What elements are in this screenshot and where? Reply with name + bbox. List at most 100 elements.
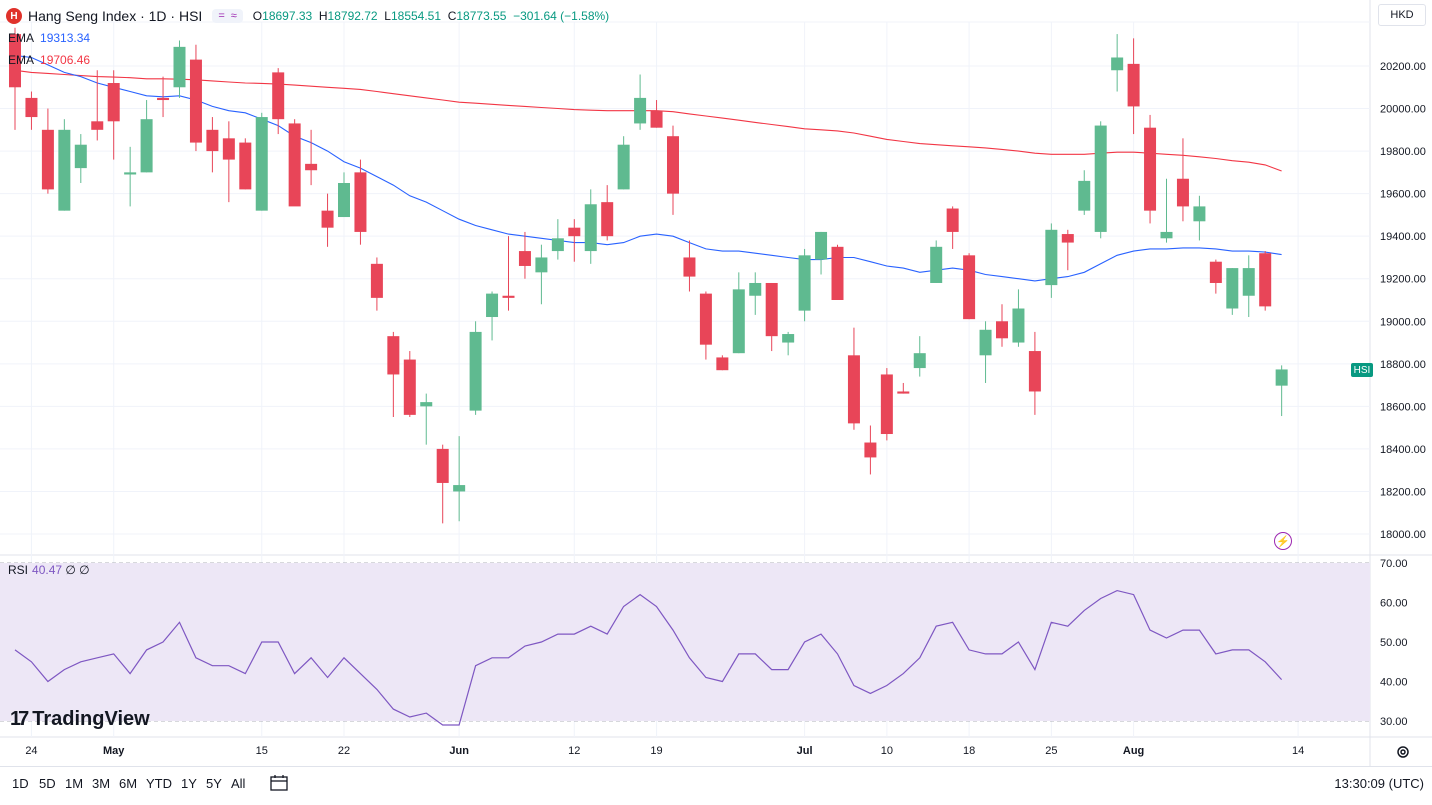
timeframe-all[interactable]: All [231,776,246,791]
candle-body [239,142,252,190]
candle-body [1111,57,1124,71]
currency-selector[interactable]: HKD [1378,4,1426,26]
candle [403,351,416,417]
low-label: L [384,9,391,23]
price-tick-label: 19200.00 [1380,274,1426,286]
time-tick-label: May [103,745,125,757]
candle [996,304,1008,347]
candle [732,272,745,354]
brand-name: TradingView [32,708,150,730]
rsi-extra: ∅ ∅ [65,563,90,577]
candle-body [749,282,762,296]
candle-body [1226,268,1239,309]
candle [1045,223,1058,298]
candle [255,112,268,211]
candle [239,138,252,190]
candle-body [1078,180,1091,211]
candle-body [815,231,828,260]
time-tick-label: 10 [881,745,893,757]
clock-readout: 13:30:09 (UTC) [1334,776,1424,791]
timeframe-1d[interactable]: 1D [12,776,29,791]
candle-body [370,263,383,298]
candle [1226,268,1239,315]
candle-body [420,402,433,407]
candle [354,159,367,245]
price-tick-label: 19000.00 [1380,316,1426,328]
lightning-icon[interactable]: ⚡ [1274,532,1292,550]
candle [1111,34,1124,92]
candle-body [979,329,992,356]
ema-fast-line [14,54,1282,282]
rsi-tick-label: 60.00 [1380,598,1408,610]
candle-body [601,202,614,237]
candle [831,244,844,300]
hsi-price-tag: HSI [1351,363,1373,377]
price-tick-label: 18400.00 [1380,444,1426,456]
candle-body [1259,253,1272,307]
candle-body [354,172,367,232]
candle [584,189,597,264]
chart-title[interactable]: Hang Seng Index · 1D · HSI [28,8,203,24]
candle-body [338,183,350,218]
rsi-legend[interactable]: RSI 40.47 ∅ ∅ [8,563,90,577]
settings-gear-icon[interactable] [1396,745,1410,759]
timeframe-ytd[interactable]: YTD [146,776,172,791]
candle-body [58,129,71,211]
timeframe-1m[interactable]: 1M [65,776,84,791]
candle [370,257,383,311]
open-value: 18697.33 [262,9,313,23]
candle-body [124,172,137,175]
symbol-badge[interactable]: H [6,8,22,24]
candle [930,240,943,283]
candle-body [1176,178,1189,207]
candle-body [1160,231,1173,239]
timeframe-5d[interactable]: 5D [39,776,56,791]
ema-slow-legend[interactable]: EMA 19706.46 [8,53,90,67]
price-tick-label: 19800.00 [1380,146,1426,158]
candle [173,40,186,98]
candle [74,134,87,183]
candle [535,244,548,305]
candle [1275,365,1288,417]
ema-fast-series [14,54,1282,282]
candle-body [74,144,87,169]
timeframe-5y[interactable]: 5Y [206,776,222,791]
candle-body [518,251,531,266]
candle-body [1061,234,1074,243]
candle-body [436,448,449,483]
candle [716,355,729,371]
price-tick-label: 18000.00 [1380,529,1426,541]
candle [880,368,893,441]
candle-body [387,336,400,375]
candle [9,27,21,130]
time-tick-label: 24 [25,745,37,757]
candle-body [683,257,696,277]
candle [765,282,778,352]
timeframe-1y[interactable]: 1Y [181,776,197,791]
candle [222,121,235,203]
price-tick-label: 18800.00 [1380,359,1426,371]
candle [749,272,762,315]
ema-fast-legend[interactable]: EMA 19313.34 [8,31,90,45]
candle-body [667,136,679,194]
candle-body [1028,351,1041,392]
candle [815,231,828,275]
candle-body [9,34,21,88]
ema-fast-label: EMA [8,31,35,45]
ohlc-readout: O18697.33 H18792.72 L18554.51 C18773.55 … [253,9,609,23]
timeframe-6m[interactable]: 6M [119,776,138,791]
ema-slow-series [14,69,1282,172]
candle [946,206,959,249]
wave-style-icon[interactable]: ≈ [230,10,237,22]
candle-body [469,331,482,411]
calendar-icon[interactable] [270,774,288,791]
candle [272,68,285,135]
candle-body [255,117,268,211]
chart-style-pill[interactable]: = ≈ [212,9,243,23]
candle [1078,170,1091,215]
timeframe-3m[interactable]: 3M [92,776,111,791]
candle-body [1012,308,1025,343]
rsi-tick-label: 50.00 [1380,637,1408,649]
bars-style-icon[interactable]: = [218,10,225,22]
